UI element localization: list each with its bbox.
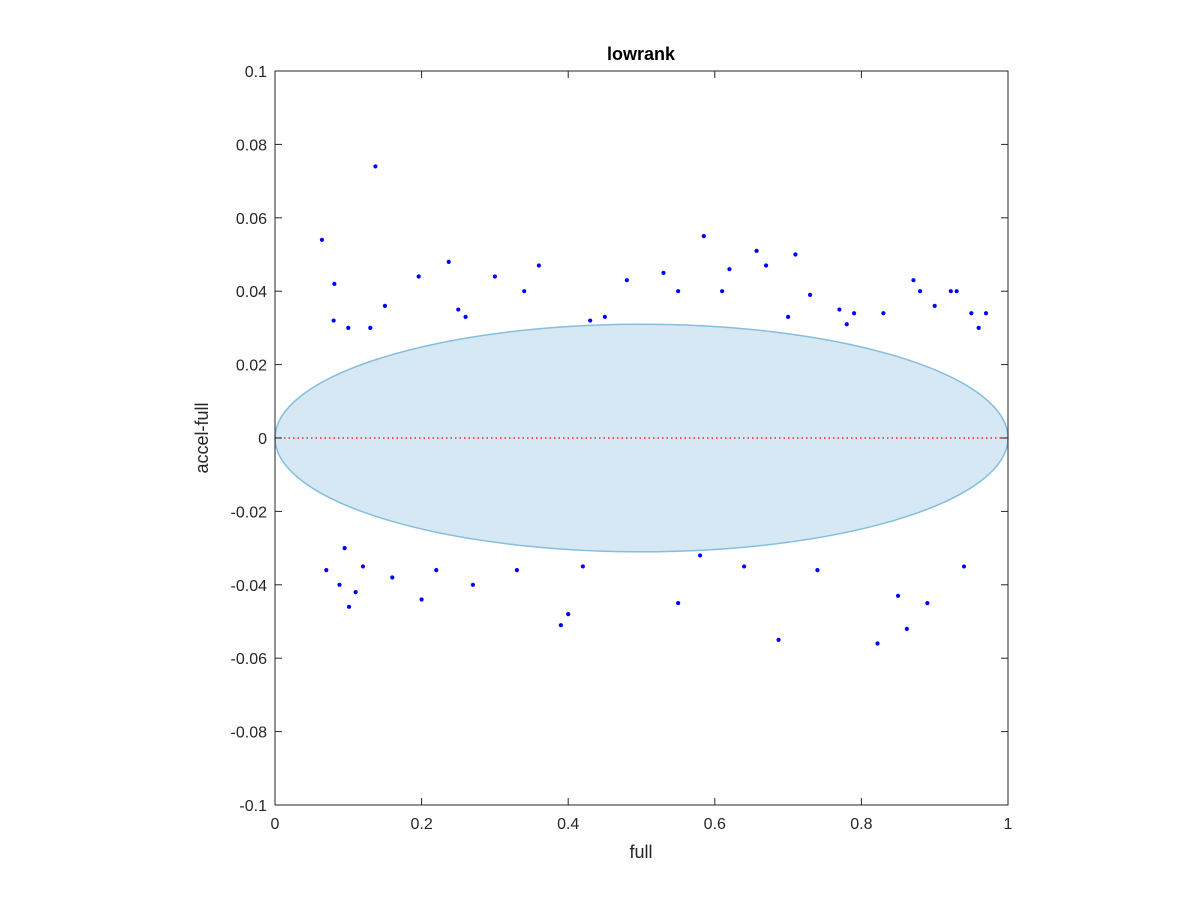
data-point — [624, 278, 629, 283]
x-tick-label: 0.8 — [850, 816, 872, 833]
data-point — [881, 311, 886, 316]
data-point — [720, 289, 725, 294]
y-tick-label: -0.04 — [231, 578, 268, 595]
y-tick-label: 0.06 — [236, 211, 267, 228]
data-point — [969, 311, 974, 316]
data-point — [353, 590, 358, 595]
y-tick-label: 0.04 — [236, 284, 267, 301]
x-axis-label: full — [629, 842, 652, 862]
data-point — [332, 281, 337, 286]
data-point — [676, 289, 681, 294]
data-point — [456, 307, 461, 312]
data-point — [337, 582, 342, 587]
data-point — [331, 318, 336, 323]
data-point — [676, 601, 681, 606]
data-point — [904, 626, 909, 631]
data-point — [911, 278, 916, 283]
data-point — [434, 568, 439, 573]
data-point — [776, 637, 781, 642]
data-point — [416, 274, 421, 279]
data-point — [837, 307, 842, 312]
data-point — [793, 252, 798, 257]
data-point — [566, 612, 571, 617]
data-point — [390, 575, 395, 580]
data-point — [360, 564, 366, 569]
data-point — [976, 325, 981, 330]
data-point — [368, 325, 373, 330]
y-tick-label: 0.02 — [236, 358, 267, 375]
data-point — [492, 274, 497, 279]
data-point — [851, 311, 857, 316]
data-point — [536, 263, 541, 268]
x-tick-label: 1 — [1004, 816, 1013, 833]
data-point — [815, 568, 820, 573]
data-point — [319, 237, 325, 242]
data-point — [346, 604, 352, 609]
y-tick-label: -0.1 — [239, 798, 267, 815]
data-point — [419, 597, 424, 602]
data-point — [446, 259, 451, 264]
data-point — [342, 546, 347, 551]
x-tick-label: 0.2 — [410, 816, 432, 833]
data-point — [382, 303, 388, 308]
data-point — [661, 270, 666, 275]
data-point — [895, 593, 901, 598]
y-axis-label: accel-full — [192, 402, 212, 473]
data-point — [522, 289, 527, 294]
data-point — [580, 564, 585, 569]
data-point — [588, 318, 593, 323]
data-point — [961, 564, 967, 569]
chart-title: lowrank — [607, 44, 676, 64]
data-point — [844, 322, 849, 327]
data-point — [373, 164, 378, 169]
data-point — [807, 292, 813, 297]
data-point — [346, 325, 351, 330]
x-tick-label: 0.4 — [557, 816, 579, 833]
data-point — [324, 568, 329, 573]
data-point — [463, 314, 468, 319]
y-tick-label: 0.08 — [236, 137, 267, 154]
data-point — [514, 568, 519, 573]
data-point — [954, 289, 959, 294]
data-point — [754, 248, 759, 253]
data-point — [701, 234, 706, 239]
data-point — [983, 311, 989, 316]
x-tick-label: 0 — [271, 816, 280, 833]
shaded-ellipse — [274, 323, 1009, 553]
data-point — [786, 314, 791, 319]
data-point — [558, 623, 563, 628]
y-tick-label: -0.06 — [231, 651, 268, 668]
y-tick-label: 0 — [258, 431, 267, 448]
x-tick-label: 0.6 — [704, 816, 726, 833]
data-point — [727, 267, 732, 272]
y-tick-label: 0.1 — [245, 64, 267, 81]
y-tick-label: -0.02 — [231, 504, 268, 521]
data-point — [948, 289, 953, 294]
y-tick-label: -0.08 — [231, 725, 268, 742]
data-point — [875, 641, 880, 646]
data-point — [917, 289, 923, 294]
data-point — [764, 263, 769, 268]
data-point — [698, 553, 703, 558]
data-point — [602, 314, 607, 319]
data-point — [470, 582, 476, 587]
data-point — [742, 564, 747, 569]
data-point — [932, 303, 937, 308]
data-point — [925, 601, 930, 606]
